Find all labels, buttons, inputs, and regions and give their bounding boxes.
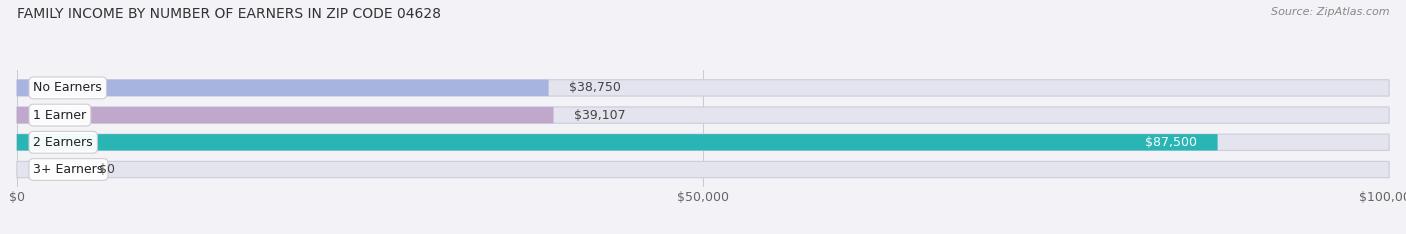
- Text: $0: $0: [100, 163, 115, 176]
- Text: 2 Earners: 2 Earners: [34, 136, 93, 149]
- Text: 1 Earner: 1 Earner: [34, 109, 86, 122]
- FancyBboxPatch shape: [17, 161, 1389, 178]
- FancyBboxPatch shape: [17, 134, 1218, 150]
- Text: $87,500: $87,500: [1144, 136, 1197, 149]
- FancyBboxPatch shape: [17, 80, 1389, 96]
- FancyBboxPatch shape: [17, 107, 554, 123]
- Text: Source: ZipAtlas.com: Source: ZipAtlas.com: [1271, 7, 1389, 17]
- Text: $38,750: $38,750: [569, 81, 621, 94]
- Text: 3+ Earners: 3+ Earners: [34, 163, 104, 176]
- FancyBboxPatch shape: [17, 80, 548, 96]
- Text: No Earners: No Earners: [34, 81, 103, 94]
- FancyBboxPatch shape: [17, 107, 1389, 123]
- Text: $39,107: $39,107: [574, 109, 626, 122]
- Text: FAMILY INCOME BY NUMBER OF EARNERS IN ZIP CODE 04628: FAMILY INCOME BY NUMBER OF EARNERS IN ZI…: [17, 7, 441, 21]
- FancyBboxPatch shape: [17, 134, 1389, 150]
